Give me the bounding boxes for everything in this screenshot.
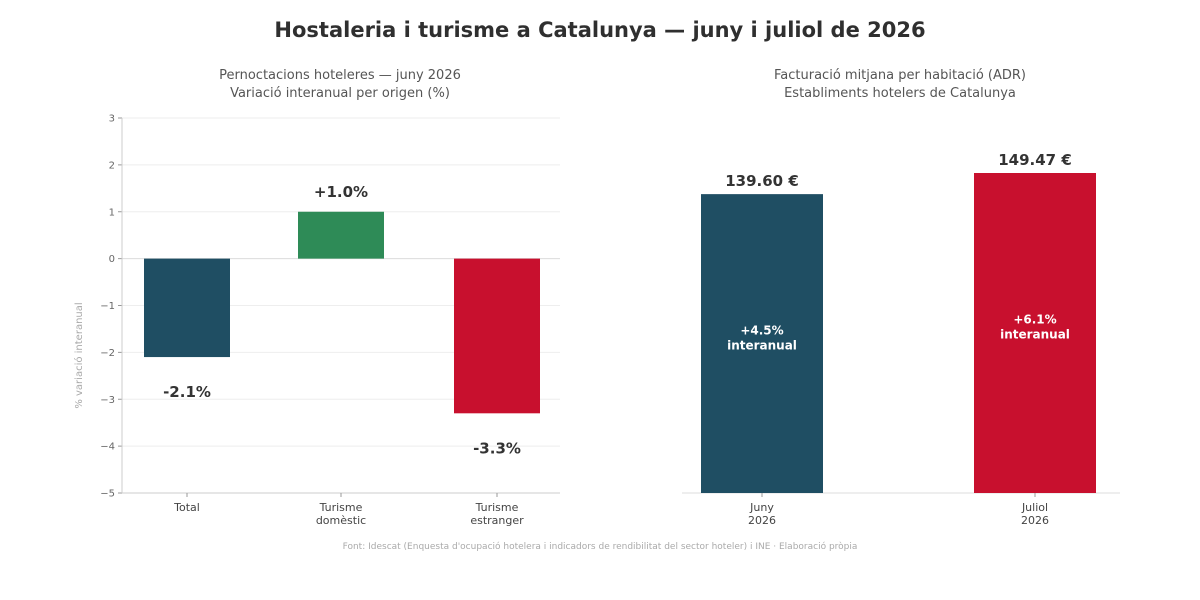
y-tick-label: −1 [100, 301, 115, 312]
x-tick-label: Juliol [1021, 501, 1048, 514]
y-tick-label: 1 [109, 207, 115, 218]
left-chart-title: Pernoctacions hoteleres — juny 2026 [219, 68, 461, 83]
bar-change-label: +6.1% [1013, 312, 1056, 326]
right-chart-subtitle: Establiments hotelers de Catalunya [784, 86, 1016, 101]
x-tick-label: Total [173, 501, 200, 514]
x-tick-label: Turisme [475, 501, 519, 514]
y-tick-label: 2 [109, 160, 115, 171]
y-tick-label: 3 [109, 114, 115, 125]
bar-value-label: -2.1% [163, 383, 211, 401]
y-tick-label: −4 [100, 442, 115, 453]
bar-value-label: +1.0% [314, 183, 368, 201]
bar-change-label: +4.5% [740, 324, 783, 338]
x-tick-label: 2026 [1021, 514, 1049, 527]
y-tick-label: 0 [109, 254, 115, 265]
bar [701, 194, 823, 493]
x-tick-label: Turisme [319, 501, 363, 514]
figure-title: Hostaleria i turisme a Catalunya — juny … [274, 18, 926, 42]
bar-value-label: 149.47 € [998, 151, 1072, 169]
right-chart-title: Facturació mitjana per habitació (ADR) [774, 68, 1026, 83]
y-tick-label: −5 [100, 489, 115, 500]
bar [454, 258, 540, 414]
bar-value-label: 139.60 € [725, 172, 799, 190]
bar [144, 258, 230, 358]
left-chart: 3 2 1 0 −1 −2 −3 −4 −5 % variació interanual -2.1%… [73, 114, 560, 527]
bar-change-label: interanual [1000, 327, 1070, 341]
x-tick-label: 2026 [748, 514, 776, 527]
y-tick-label: −2 [100, 348, 115, 359]
bar-value-label: -3.3% [473, 439, 521, 457]
left-chart-subtitle: Variació interanual per origen (%) [230, 86, 450, 101]
bar [298, 211, 384, 259]
bar-change-label: interanual [727, 339, 797, 353]
y-axis-title: % variació interanual [73, 302, 85, 408]
x-tick-label: estranger [470, 514, 524, 527]
x-tick-label: Juny [749, 501, 774, 514]
bar [974, 173, 1096, 493]
y-tick-label: −3 [100, 395, 115, 406]
source-note: Font: Idescat (Enquesta d'ocupació hotel… [342, 542, 858, 552]
x-tick-label: domèstic [316, 514, 366, 527]
